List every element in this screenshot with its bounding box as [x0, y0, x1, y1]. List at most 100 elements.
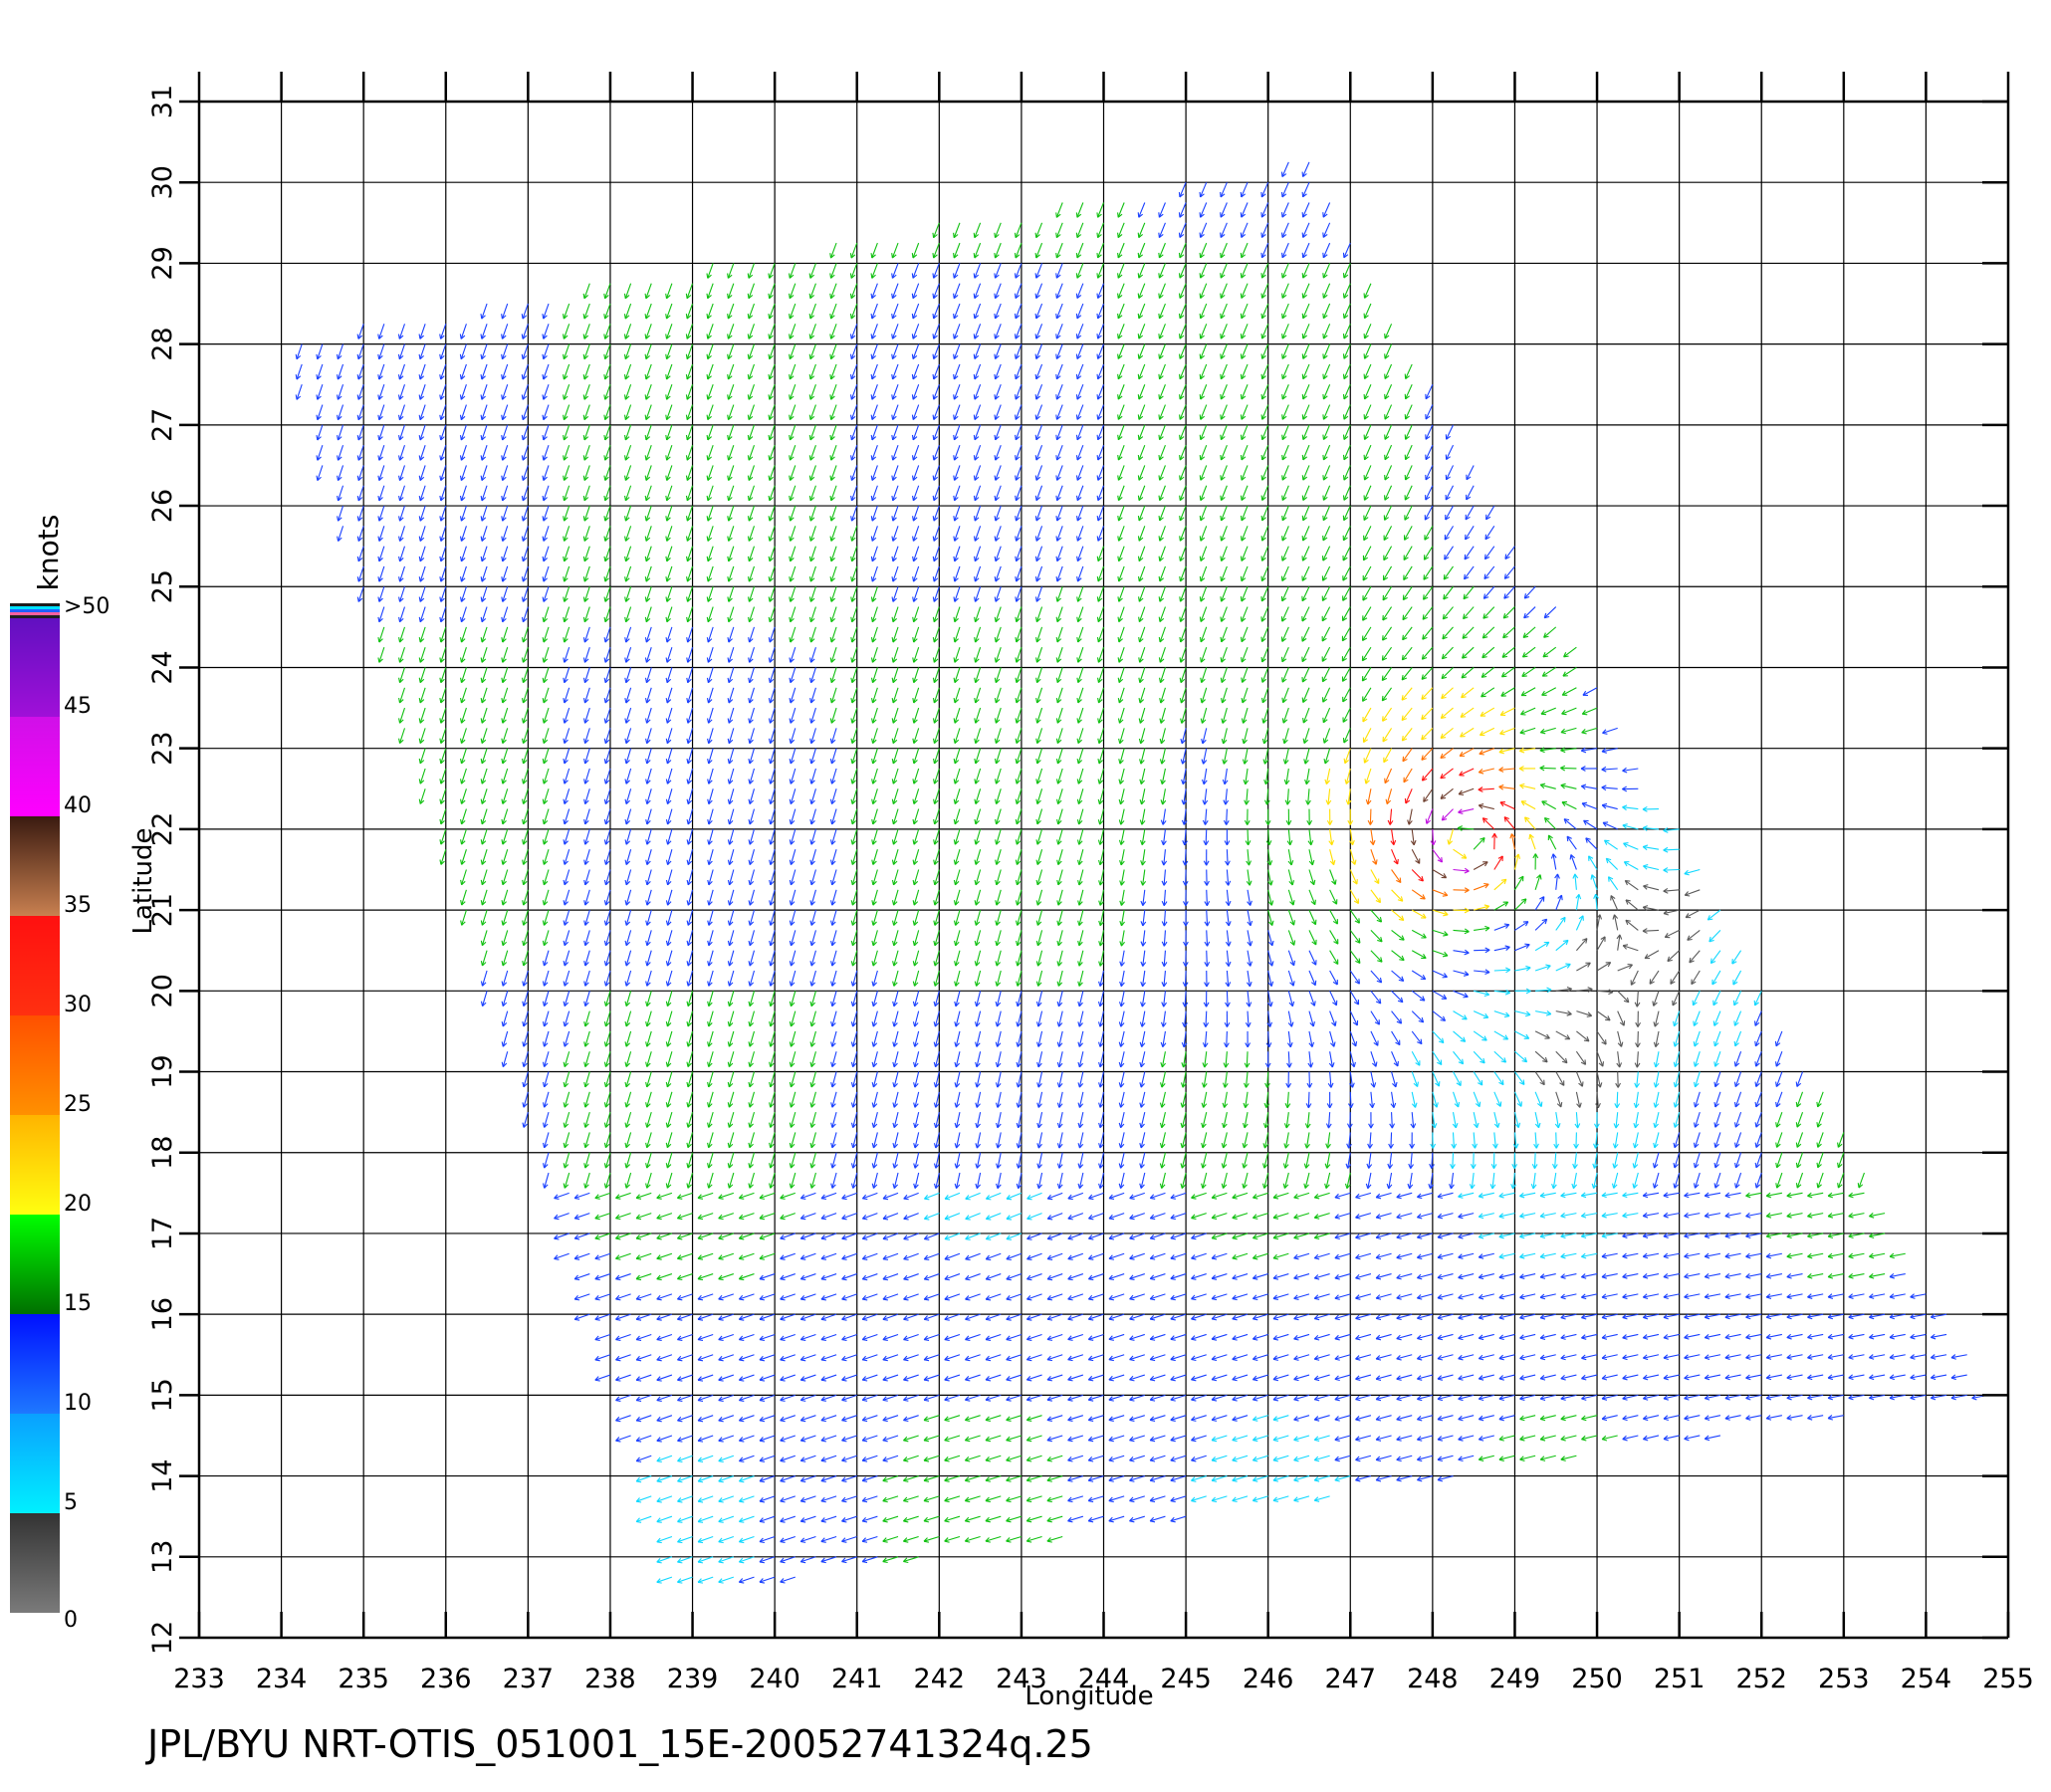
wind-vector — [1087, 1333, 1104, 1341]
wind-vector — [1055, 748, 1063, 765]
wind-vector — [1560, 1293, 1577, 1300]
wind-vector — [1252, 1495, 1268, 1503]
wind-vector — [1016, 1112, 1023, 1129]
wind-vector — [1015, 424, 1023, 441]
wind-vector — [542, 889, 550, 906]
wind-vector — [768, 263, 776, 279]
wind-vector — [1663, 1394, 1680, 1401]
wind-vector — [439, 465, 447, 482]
wind-vector — [1693, 1030, 1701, 1047]
wind-vector — [1601, 1273, 1618, 1279]
wind-vector — [542, 1152, 550, 1169]
wind-vector — [1067, 1252, 1084, 1260]
wind-vector — [1411, 1071, 1419, 1087]
wind-vector — [644, 565, 652, 582]
wind-vector — [1370, 1071, 1377, 1088]
wind-vector — [706, 626, 714, 643]
wind-vector — [1514, 943, 1530, 952]
wind-vector — [1827, 1272, 1844, 1279]
wind-vector — [1375, 1213, 1392, 1220]
wind-vector — [1252, 1435, 1268, 1443]
wind-vector — [903, 1192, 919, 1201]
wind-vector — [460, 828, 467, 845]
wind-vector — [748, 889, 756, 906]
wind-vector — [686, 667, 694, 684]
wind-vector — [1575, 1071, 1584, 1087]
wind-vector — [1355, 1293, 1372, 1300]
wind-vector — [1391, 929, 1405, 941]
wind-vector — [1240, 343, 1249, 359]
wind-vector — [809, 707, 816, 724]
wind-vector — [521, 526, 529, 542]
wind-vector — [841, 1354, 857, 1362]
wind-vector — [871, 828, 878, 845]
wind-vector — [1055, 242, 1063, 259]
wind-vector — [1463, 606, 1475, 620]
wind-vector — [480, 768, 488, 784]
wind-vector — [953, 748, 961, 765]
wind-vector — [583, 1071, 590, 1088]
wind-vector — [748, 1132, 756, 1149]
wind-vector — [829, 242, 837, 259]
wind-vector — [1301, 263, 1310, 279]
wind-vector — [1375, 1252, 1392, 1260]
wind-vector — [1554, 1112, 1561, 1129]
wind-vector — [974, 546, 982, 562]
wind-vector — [439, 505, 447, 522]
wind-vector — [656, 1192, 673, 1200]
wind-vector — [418, 768, 426, 784]
wind-vector — [1262, 1112, 1269, 1129]
wind-vector — [1158, 242, 1166, 259]
wind-vector — [1158, 363, 1166, 380]
wind-vector — [1308, 1010, 1315, 1027]
wind-vector — [686, 808, 694, 825]
wind-vector — [706, 384, 714, 400]
wind-vector — [1673, 1111, 1681, 1128]
wind-vector — [923, 1313, 940, 1321]
wind-vector — [1260, 303, 1269, 320]
wind-vector — [1504, 546, 1515, 560]
wind-vector — [789, 889, 797, 906]
wind-vector — [829, 788, 837, 805]
wind-vector — [1615, 1071, 1621, 1088]
wind-vector — [635, 1232, 652, 1240]
wind-vector — [1222, 1071, 1229, 1088]
wind-vector — [748, 606, 756, 623]
wind-vector — [1498, 1313, 1515, 1320]
wind-vector — [820, 1354, 837, 1362]
wind-vector — [1539, 1232, 1556, 1239]
wind-vector — [635, 1192, 652, 1200]
wind-vector — [1601, 1252, 1618, 1259]
wind-vector — [1322, 242, 1331, 259]
wind-vector — [912, 606, 920, 623]
wind-vector — [903, 1252, 919, 1261]
wind-vector — [995, 930, 1002, 947]
wind-vector — [1159, 1172, 1166, 1189]
wind-vector — [1026, 1535, 1042, 1543]
wind-vector — [933, 1132, 940, 1149]
wind-vector — [1077, 970, 1084, 987]
wind-vector — [1281, 707, 1289, 724]
wind-vector — [1006, 1354, 1023, 1362]
wind-vector — [1180, 1112, 1187, 1129]
wind-vector — [624, 1051, 632, 1067]
wind-vector — [1421, 667, 1434, 680]
wind-vector — [1158, 565, 1166, 582]
wind-vector — [1473, 1030, 1487, 1041]
wind-vector — [1293, 1213, 1310, 1220]
wind-vector — [1370, 889, 1382, 904]
wind-vector — [1096, 485, 1105, 502]
wind-vector — [1411, 848, 1421, 864]
wind-vector — [912, 707, 920, 724]
wind-vector — [748, 586, 756, 602]
wind-vector — [573, 1313, 590, 1321]
wind-vector — [1129, 1455, 1145, 1462]
wind-vector — [1087, 1293, 1104, 1301]
wind-vector — [902, 1556, 919, 1564]
wind-vector — [1077, 1152, 1084, 1169]
wind-vector — [923, 1293, 940, 1301]
wind-vector — [1499, 727, 1515, 736]
wind-vector — [1191, 1333, 1207, 1341]
wind-vector — [768, 424, 776, 441]
